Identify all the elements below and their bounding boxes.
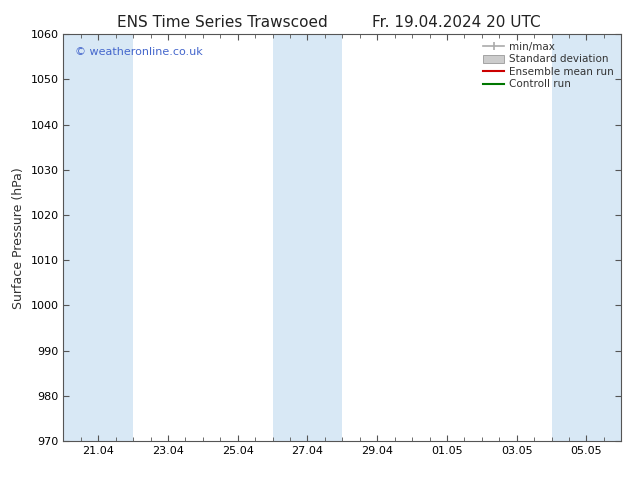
Text: © weatheronline.co.uk: © weatheronline.co.uk [75,47,202,56]
Bar [273,34,342,441]
Legend: min/max, Standard deviation, Ensemble mean run, Controll run: min/max, Standard deviation, Ensemble me… [481,40,616,92]
Bar [552,34,621,441]
Text: Fr. 19.04.2024 20 UTC: Fr. 19.04.2024 20 UTC [372,15,541,30]
Y-axis label: Surface Pressure (hPa): Surface Pressure (hPa) [12,167,25,309]
Text: ENS Time Series Trawscoed: ENS Time Series Trawscoed [117,15,327,30]
Bar [63,34,133,441]
